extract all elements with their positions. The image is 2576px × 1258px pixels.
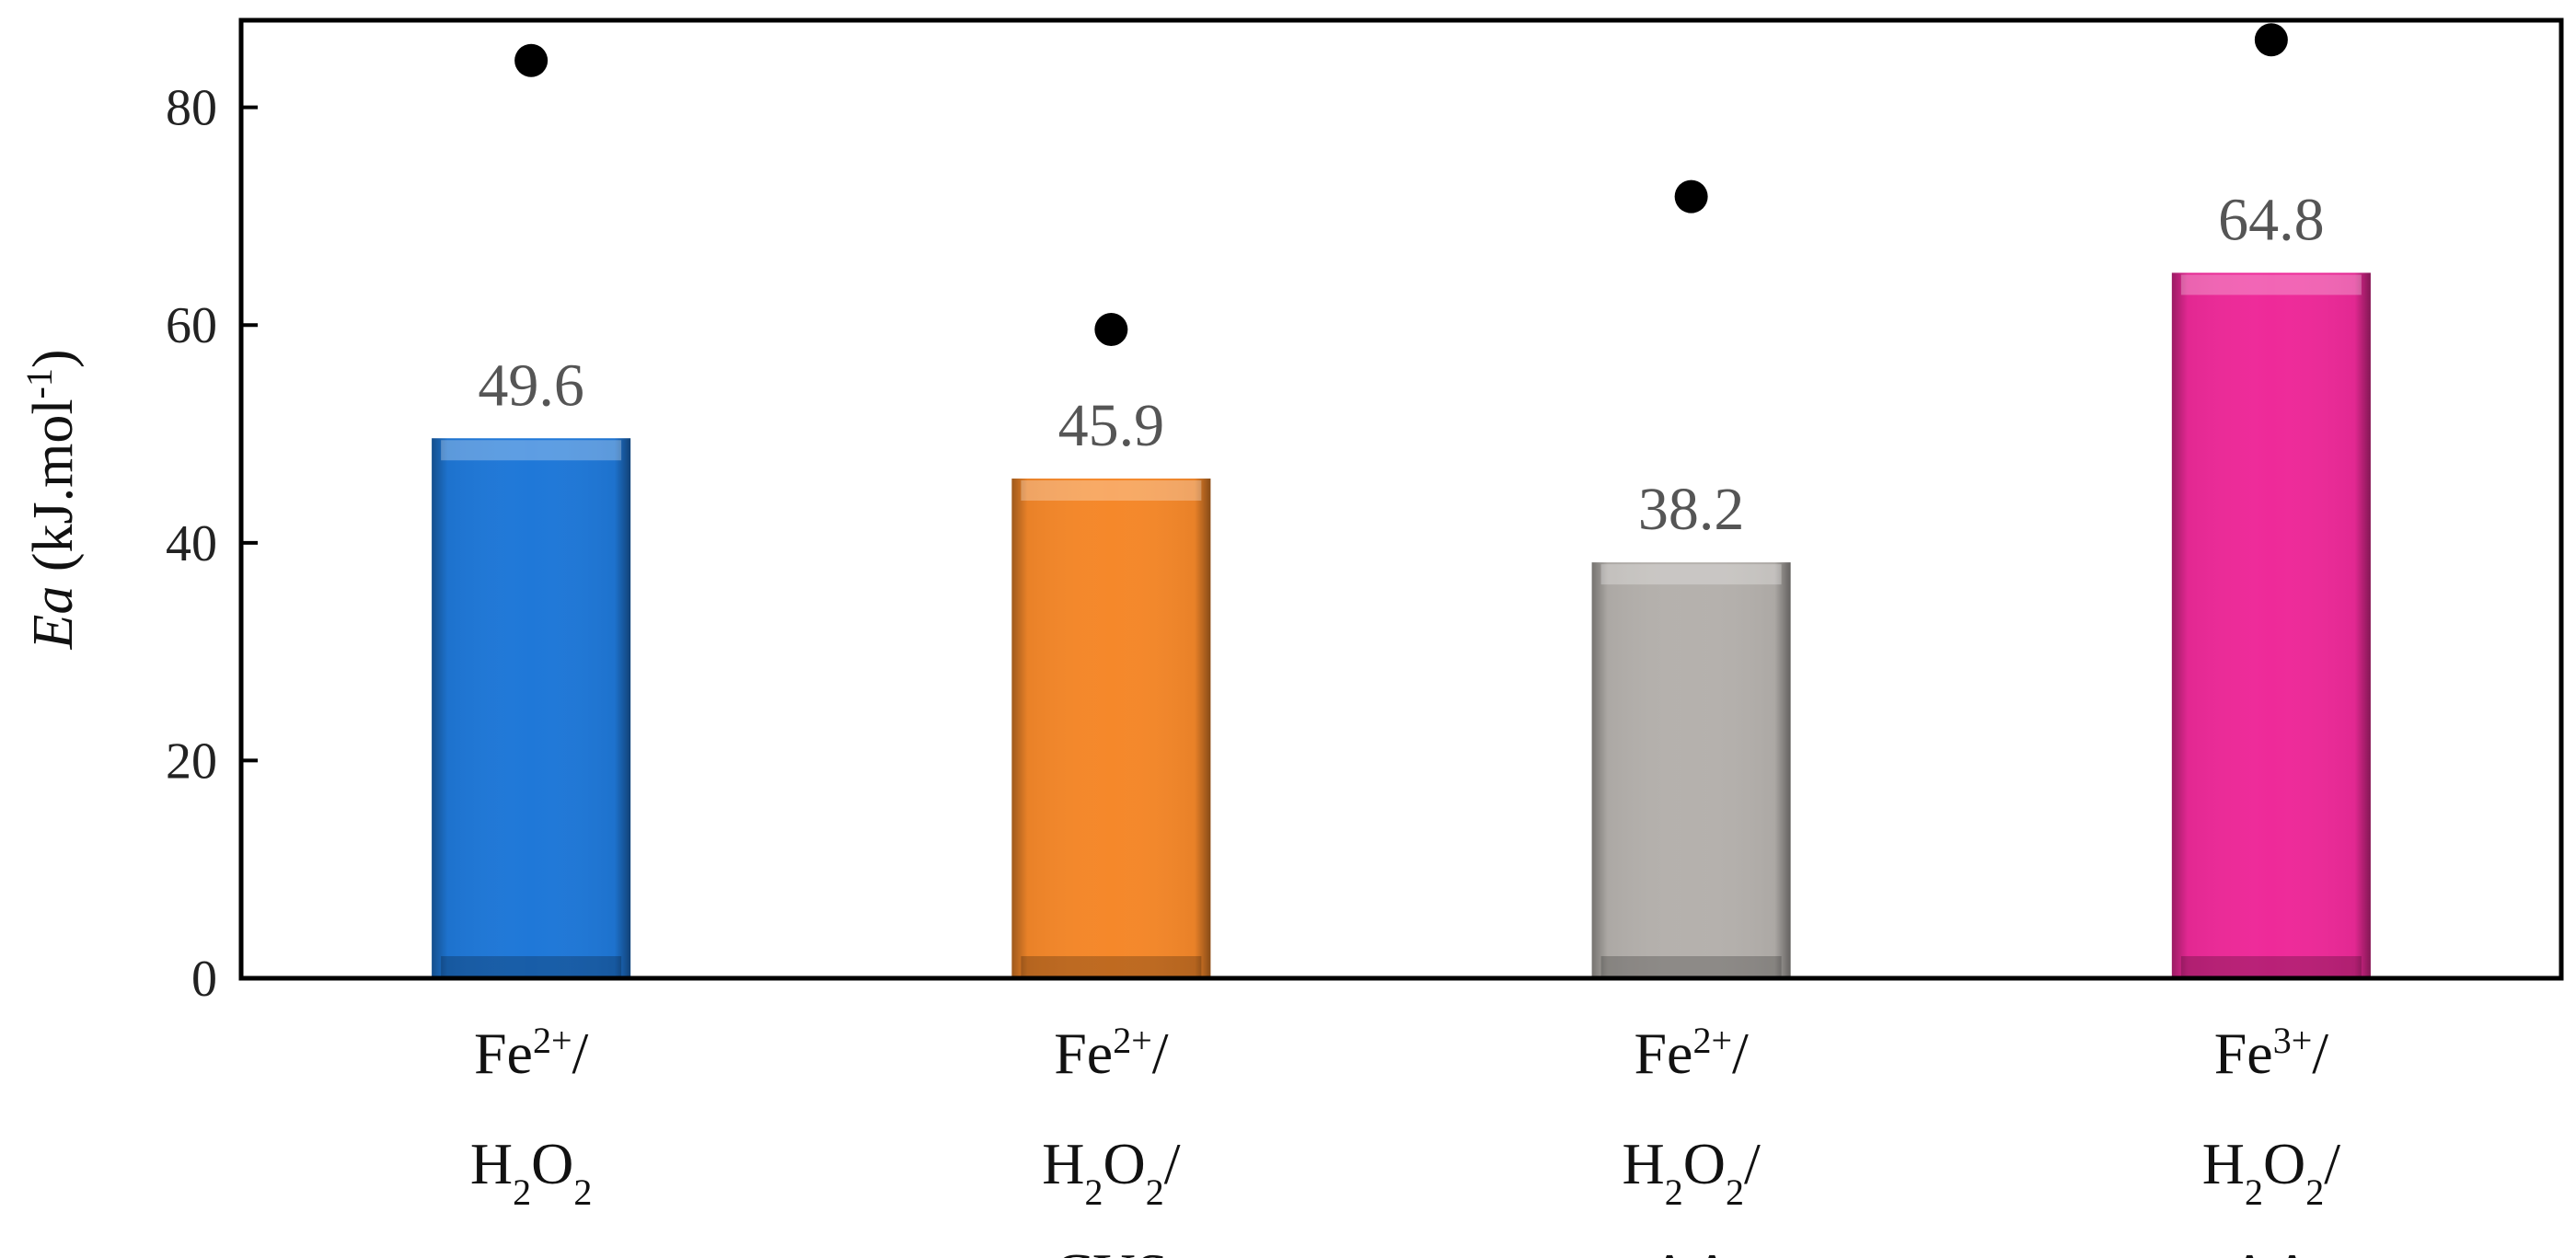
x-category-label: AA (2229, 1241, 2314, 1258)
y-axis-title: Ea (kJ.mol-1) (18, 349, 86, 650)
bar-shading (432, 438, 631, 979)
y-tick-label: 80 (166, 80, 217, 137)
x-category-label: CYS (1054, 1241, 1169, 1258)
data-point (2254, 23, 2288, 57)
bar-shading (2171, 272, 2371, 979)
bar-group (1011, 479, 1211, 978)
bar-top-bevel (2180, 274, 2362, 295)
plot-frame (238, 17, 2564, 981)
y-tick-label: 60 (166, 297, 217, 354)
bar-top-bevel (441, 440, 622, 461)
x-category-label: H2O2/ (1042, 1131, 1180, 1213)
bar-group (1591, 562, 1791, 978)
bar-top-bevel (1021, 480, 1202, 502)
x-category-label: H2O2 (470, 1131, 592, 1213)
x-category-label: H2O2/ (1623, 1131, 1761, 1213)
data-point (514, 43, 549, 77)
bar-group (432, 438, 631, 979)
bar-value-label: 64.8 (2218, 186, 2325, 253)
x-category-label: AA (1648, 1241, 1733, 1258)
y-tick-label: 40 (166, 515, 217, 572)
x-category-label: H2O2/ (2202, 1131, 2340, 1213)
x-category-label: Fe2+/ (1634, 1020, 1749, 1087)
data-point (1094, 312, 1128, 346)
bar-bottom-bevel (1600, 956, 1782, 976)
bar-bottom-bevel (1021, 956, 1202, 976)
bar-value-label: 49.6 (478, 352, 584, 419)
bar-value-label: 38.2 (1638, 476, 1745, 543)
bar-bottom-bevel (2180, 956, 2362, 976)
data-point (1674, 179, 1708, 214)
bar-shading (1591, 562, 1791, 978)
x-category-label: Fe2+/ (474, 1020, 589, 1087)
bar-bottom-bevel (441, 956, 622, 976)
bar-top-bevel (1600, 564, 1782, 585)
bar-group (2171, 272, 2371, 979)
bar-shading (1011, 479, 1211, 978)
y-tick-label: 0 (191, 951, 217, 1008)
x-category-label: Fe2+/ (1054, 1020, 1169, 1087)
y-tick-label: 20 (166, 733, 217, 790)
bar-value-label: 45.9 (1058, 392, 1165, 459)
x-category-label: Fe3+/ (2214, 1020, 2329, 1087)
